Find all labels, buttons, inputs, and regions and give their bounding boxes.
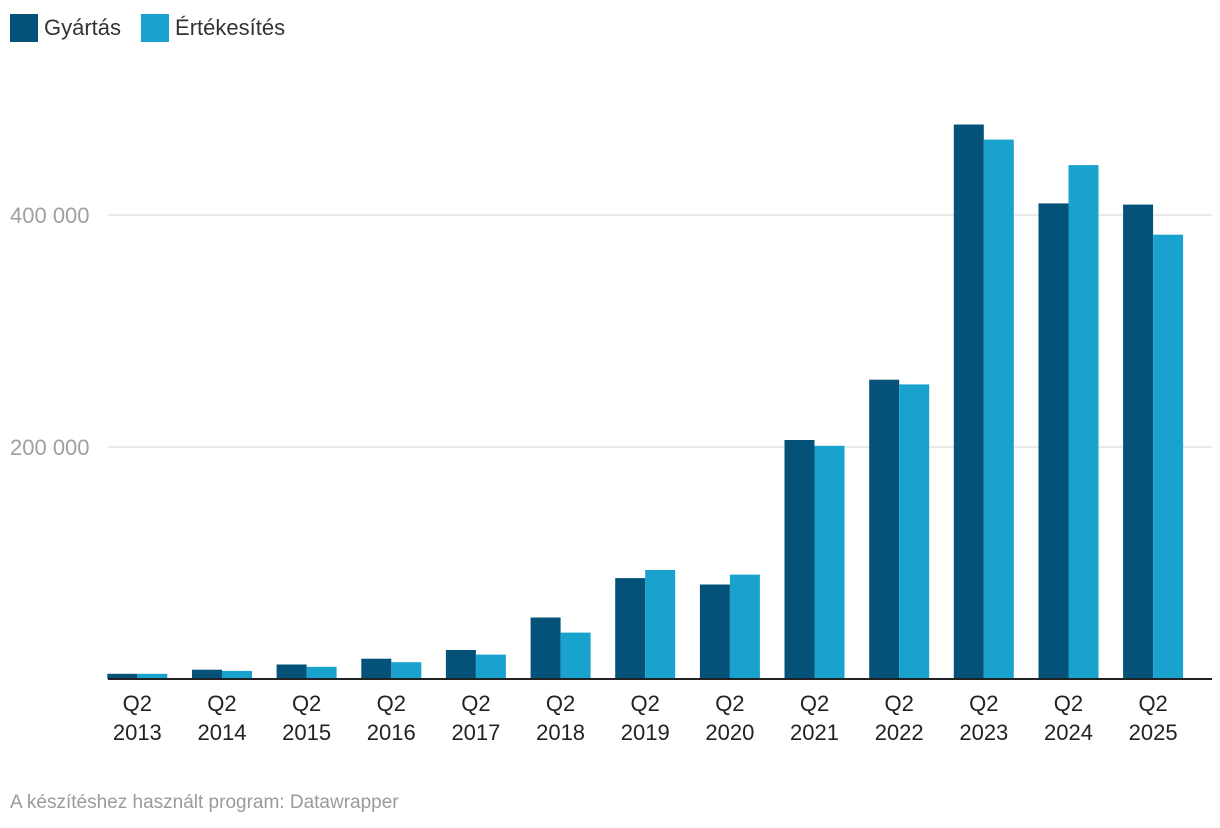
x-tick-label-year-2024: 2024 — [1044, 720, 1093, 745]
x-tick-label-year-2014: 2014 — [197, 720, 246, 745]
x-tick-label-quarter-2015: Q2 — [292, 691, 321, 716]
x-tick-label-quarter-2017: Q2 — [461, 691, 490, 716]
x-tick-label-year-2016: 2016 — [367, 720, 416, 745]
bar-gyartas-2014 — [192, 669, 222, 679]
x-tick-label-year-2020: 2020 — [705, 720, 754, 745]
bar-ertekesites-2025 — [1153, 234, 1184, 679]
x-tick-label-quarter-2020: Q2 — [715, 691, 744, 716]
bar-ertekesites-2021 — [814, 445, 845, 679]
x-tick-label-year-2021: 2021 — [790, 720, 839, 745]
x-tick-label-quarter-2023: Q2 — [969, 691, 998, 716]
bar-ertekesites-2019 — [645, 570, 676, 679]
x-tick-label-year-2019: 2019 — [621, 720, 670, 745]
x-tick-label-quarter-2019: Q2 — [631, 691, 660, 716]
x-tick-label-quarter-2024: Q2 — [1054, 691, 1083, 716]
legend-swatch-gyartas — [10, 14, 38, 42]
bar-ertekesites-2023 — [983, 139, 1014, 680]
x-tick-label-year-2022: 2022 — [875, 720, 924, 745]
footer-credit: A készítéshez használt program: Datawrap… — [10, 792, 399, 813]
bar-ertekesites-2016 — [391, 662, 422, 679]
bar-ertekesites-2020 — [729, 574, 760, 679]
legend-label-gyartas: Gyártás — [44, 15, 122, 40]
bar-gyartas-2025 — [1123, 204, 1154, 679]
legend-swatch-ertekesites — [141, 14, 170, 42]
x-tick-label-year-2017: 2017 — [451, 720, 500, 745]
x-tick-label-quarter-2021: Q2 — [800, 691, 829, 716]
bar-gyartas-2023 — [953, 124, 984, 679]
bar-ertekesites-2015 — [306, 666, 337, 679]
bar-gyartas-2017 — [445, 650, 476, 679]
chart-legend: Gyártás Értékesítés — [10, 14, 285, 42]
bar-gyartas-2022 — [869, 379, 900, 679]
bar-gyartas-2021 — [784, 440, 815, 679]
bar-ertekesites-2013 — [137, 673, 168, 679]
bar-ertekesites-2014 — [222, 670, 252, 679]
x-tick-label-year-2023: 2023 — [959, 720, 1008, 745]
bar-ertekesites-2017 — [475, 654, 506, 679]
bar-ertekesites-2024 — [1068, 165, 1099, 680]
bar-gyartas-2015 — [276, 664, 307, 679]
x-tick-label-year-2015: 2015 — [282, 720, 331, 745]
x-tick-label-quarter-2014: Q2 — [207, 691, 236, 716]
x-tick-label-quarter-2013: Q2 — [123, 691, 152, 716]
x-tick-label-year-2018: 2018 — [536, 720, 585, 745]
x-tick-label-quarter-2016: Q2 — [377, 691, 406, 716]
x-tick-label-quarter-2025: Q2 — [1138, 691, 1167, 716]
y-tick-label-400000: 400 000 — [10, 203, 90, 228]
legend-label-ertekesites: Értékesítés — [175, 15, 286, 40]
bar-gyartas-2019 — [615, 578, 646, 679]
x-tick-label-quarter-2022: Q2 — [884, 691, 913, 716]
legend-item-ertekesites: Értékesítés — [141, 14, 285, 42]
x-tick-label-year-2025: 2025 — [1129, 720, 1178, 745]
bar-ertekesites-2018 — [560, 632, 591, 679]
bar-gyartas-2016 — [361, 658, 392, 679]
x-tick-label-quarter-2018: Q2 — [546, 691, 575, 716]
x-tick-label-year-2013: 2013 — [113, 720, 162, 745]
y-tick-label-200000: 200 000 — [10, 435, 90, 460]
bar-gyartas-2018 — [530, 617, 561, 679]
bar-gyartas-2013 — [107, 673, 138, 679]
bar-ertekesites-2022 — [899, 384, 930, 679]
bar-gyartas-2024 — [1038, 203, 1069, 679]
legend-item-gyartas: Gyártás — [10, 14, 121, 42]
bar-gyartas-2020 — [699, 584, 730, 679]
